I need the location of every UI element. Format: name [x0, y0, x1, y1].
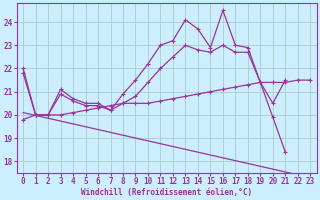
X-axis label: Windchill (Refroidissement éolien,°C): Windchill (Refroidissement éolien,°C): [81, 188, 252, 197]
